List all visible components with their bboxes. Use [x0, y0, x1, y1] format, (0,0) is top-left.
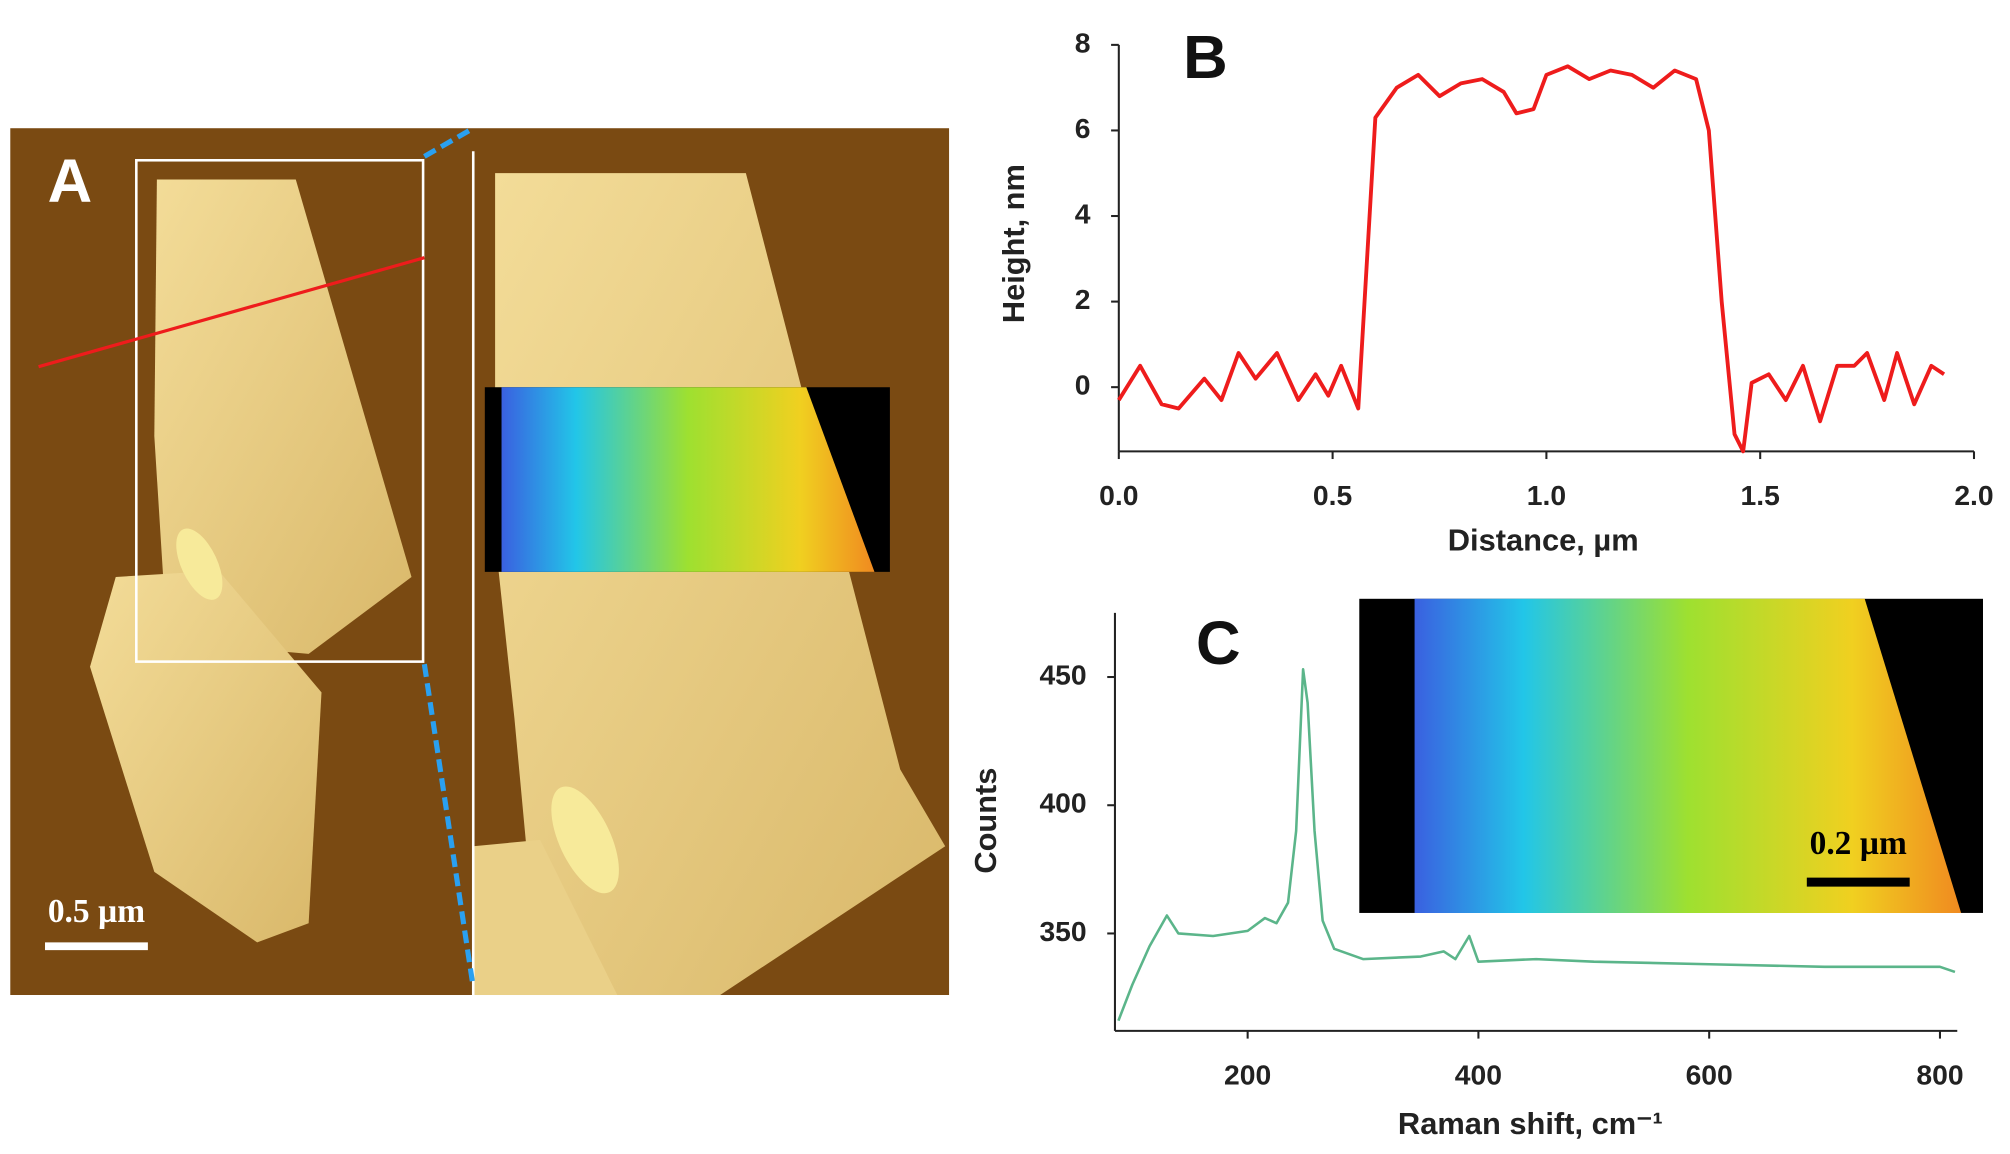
scale-bar-label: 0.5 µm	[48, 893, 145, 930]
x-tick-label: 200	[1224, 1059, 1271, 1091]
scale-bar-label: 0.2 µm	[1810, 825, 1907, 862]
data-line	[1117, 668, 1956, 1022]
x-tick-label: 800	[1916, 1059, 1963, 1091]
y-tick-label: 400	[1039, 787, 1086, 819]
y-tick-label: 350	[1039, 915, 1086, 947]
x-tick-label: 1.0	[1527, 479, 1566, 511]
y-tick-label: 6	[1075, 112, 1091, 144]
y-axis-label: Counts	[968, 768, 1003, 874]
x-axis-label: Distance, µm	[1448, 523, 1639, 558]
y-tick-label: 450	[1039, 659, 1086, 691]
x-tick-label: 1.5	[1741, 479, 1780, 511]
panel-label: A	[48, 147, 93, 216]
x-tick-label: 600	[1686, 1059, 1733, 1091]
y-tick-label: 2	[1075, 283, 1091, 315]
y-tick-label: 0	[1075, 369, 1091, 401]
raman-map-inset	[1359, 598, 1983, 913]
y-tick-label: 8	[1075, 26, 1091, 58]
y-tick-label: 4	[1075, 198, 1091, 230]
data-line	[1117, 64, 1946, 454]
x-tick-label: 400	[1455, 1059, 1502, 1091]
x-tick-label: 0.0	[1099, 479, 1138, 511]
x-axis-label: Raman shift, cm⁻¹	[1398, 1106, 1663, 1141]
x-tick-label: 0.5	[1313, 479, 1352, 511]
x-tick-label: 2.0	[1954, 479, 1993, 511]
panel-label: B	[1183, 23, 1228, 92]
panel-label: C	[1196, 609, 1241, 678]
y-axis-label: Height, nm	[996, 164, 1031, 323]
afm-image: A 0.5 µm	[10, 126, 950, 996]
